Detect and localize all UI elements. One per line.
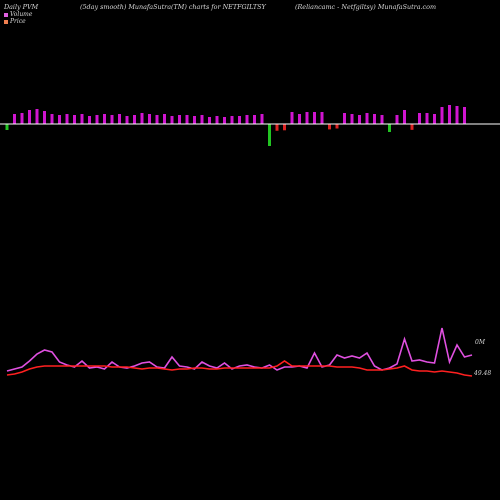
volume-bar (380, 115, 384, 124)
volume-bar (43, 111, 46, 124)
volume-bar (133, 115, 136, 124)
volume-bar (125, 116, 129, 124)
volume-bar (80, 114, 84, 124)
volume-bar (95, 115, 99, 124)
volume-bar (268, 124, 271, 146)
volume-bar (373, 114, 376, 124)
volume-bar (343, 113, 346, 124)
volume-bar (290, 112, 294, 124)
legend-item-price: Price (4, 18, 32, 25)
volume-bar (403, 110, 406, 124)
legend-item-volume: Volume (4, 11, 32, 18)
volume-bar (185, 115, 189, 124)
volume-series-line (6, 327, 473, 372)
volume-bar (73, 115, 76, 124)
volume-bar (5, 124, 9, 130)
volume-bars-group (5, 105, 466, 146)
volume-bar (65, 114, 69, 124)
volume-bar (238, 116, 241, 124)
legend-label-volume: Volume (10, 11, 33, 18)
price-end-label: 49.48 (473, 370, 491, 377)
volume-bar (395, 115, 399, 124)
volume-bar (155, 115, 159, 124)
price-series-line (6, 360, 473, 377)
volume-bar (178, 115, 181, 124)
volume-bar (275, 124, 279, 131)
volume-bar (440, 107, 444, 124)
volume-bar (283, 124, 286, 131)
volume-bar (148, 114, 151, 124)
volume-bar (320, 112, 324, 124)
legend-label-price: Price (10, 18, 26, 25)
chart-header-center: (5day smooth) MunafaSutra(TM) charts for… (80, 3, 266, 11)
chart-header-left: Daily PVM (4, 3, 39, 11)
volume-bar (463, 107, 466, 124)
legend-swatch-price (4, 19, 8, 24)
volume-bar (230, 116, 234, 124)
volume-bar (110, 115, 114, 124)
volume-bar (208, 117, 211, 124)
volume-bar (35, 109, 39, 124)
volume-bar (418, 113, 421, 124)
volume-bar (313, 112, 316, 124)
volume-bar (163, 114, 166, 124)
volume-bar (433, 114, 436, 124)
volume-bar (103, 114, 106, 124)
volume-bar (455, 106, 459, 124)
volume-bar (28, 110, 31, 124)
volume-bar (305, 112, 309, 124)
legend-swatch-volume (4, 12, 8, 17)
volume-bar (50, 114, 54, 124)
volume-bar (358, 115, 361, 124)
volume-bar (223, 117, 226, 124)
volume-bar (140, 113, 144, 124)
volume-bar (13, 114, 16, 124)
volume-bar (88, 116, 91, 124)
volume-bar (118, 114, 121, 124)
volume-bar (260, 114, 264, 124)
volume-bar (215, 116, 219, 124)
volume-bar (328, 124, 331, 130)
volume-bar (58, 115, 61, 124)
volume-bar (350, 114, 354, 124)
volume-bar (388, 124, 391, 132)
volume-bar (425, 113, 429, 124)
volume-bar (448, 105, 451, 124)
volume-bar (193, 116, 196, 124)
volume-bar (253, 115, 256, 124)
chart-header-right: (Reliancamc - Netfgiltsy) MunafaSutra.co… (295, 3, 437, 11)
volume-bar (20, 113, 24, 124)
volume-bar (298, 114, 301, 124)
volume-bar (245, 115, 249, 124)
volume-bar (410, 124, 414, 130)
volume-end-label: 0M (475, 339, 486, 346)
chart-legend: Volume Price (4, 11, 32, 25)
volume-bar (365, 113, 369, 124)
volume-bar (335, 124, 339, 129)
volume-bar (170, 116, 174, 124)
volume-bar (200, 115, 204, 124)
